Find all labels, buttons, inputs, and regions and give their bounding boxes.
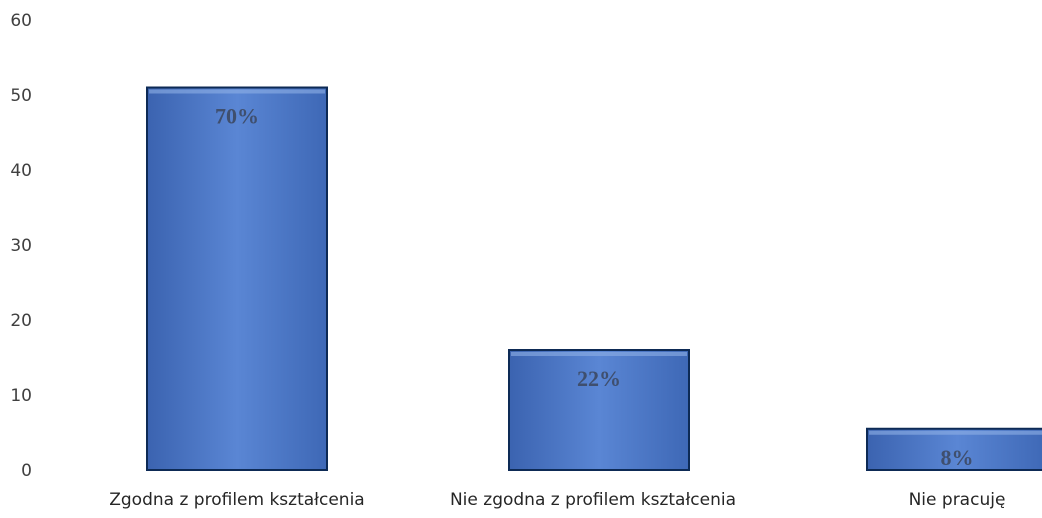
bars-group: 70% 22% 8% xyxy=(146,86,1042,471)
x-axis: Zgodna z profilem kształcenia Nie zgodna … xyxy=(109,490,1005,510)
bar-highlight xyxy=(149,89,325,94)
y-tick-label: 50 xyxy=(10,86,32,106)
bar-highlight xyxy=(511,352,687,356)
data-label: 22% xyxy=(577,366,621,391)
y-tick-label: 40 xyxy=(10,161,32,181)
bar xyxy=(508,349,690,471)
x-tick-label: Nie zgodna z profilem kształcenia xyxy=(450,490,736,510)
x-tick-label: Zgodna z profilem kształcenia xyxy=(109,490,364,510)
y-tick-label: 20 xyxy=(10,311,32,331)
y-tick-label: 60 xyxy=(10,11,32,31)
bar xyxy=(866,427,1042,471)
y-tick-label: 10 xyxy=(10,386,32,406)
data-label: 8% xyxy=(941,445,974,470)
y-axis: 0 10 20 30 40 50 60 xyxy=(10,11,32,481)
y-tick-label: 30 xyxy=(10,236,32,256)
bar-highlight xyxy=(869,430,1042,435)
y-tick-label: 0 xyxy=(21,461,32,481)
data-label: 70% xyxy=(215,104,259,129)
bar xyxy=(146,86,328,471)
x-tick-label: Nie pracuję xyxy=(909,490,1006,510)
